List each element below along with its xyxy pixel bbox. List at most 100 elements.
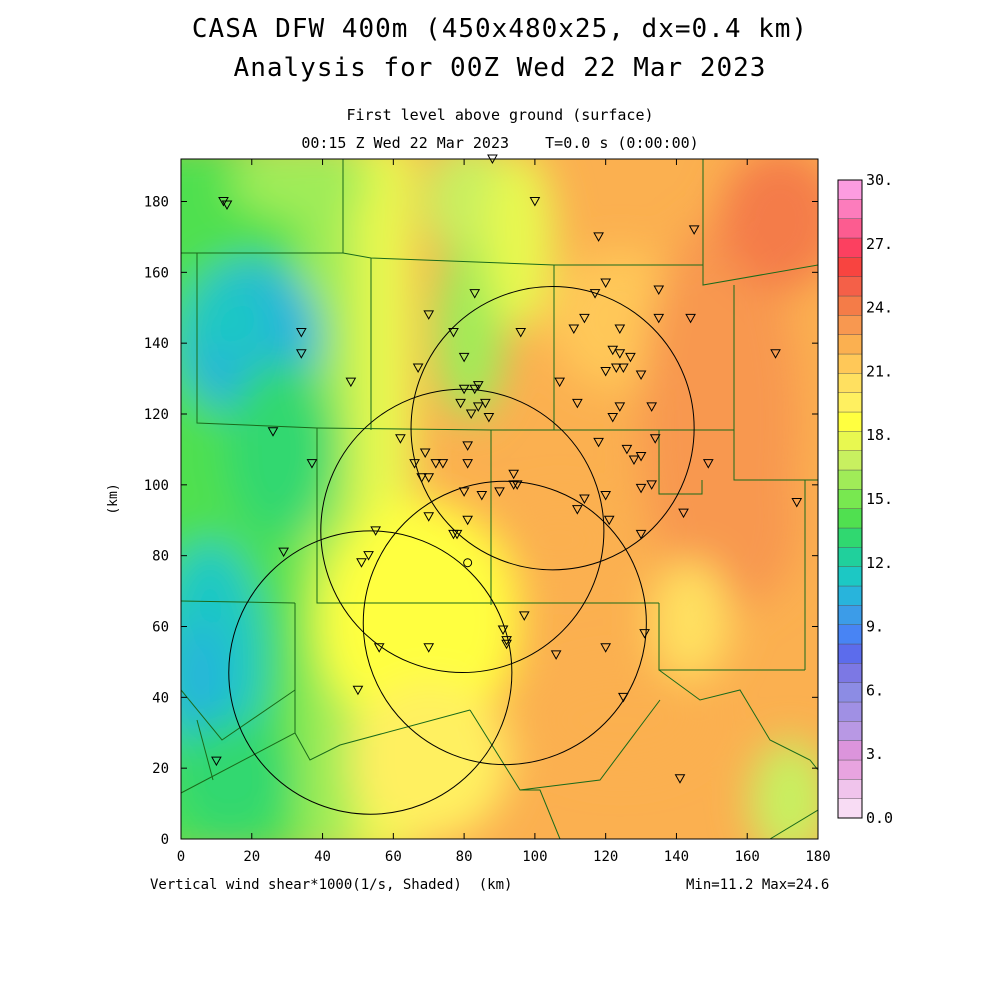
- station-marker: [423, 512, 435, 522]
- station-marker: [476, 490, 488, 501]
- station-marker: [295, 328, 307, 338]
- station-marker: [221, 200, 233, 211]
- station-marker: [688, 225, 700, 235]
- colorbar-label: 18.: [866, 426, 893, 444]
- station-marker: [770, 349, 781, 359]
- station-marker: [607, 413, 619, 423]
- min-max-label: Min=11.2 Max=24.6: [686, 877, 830, 893]
- station-marker: [278, 547, 289, 558]
- y-tick-label: 0: [161, 832, 169, 848]
- x-tick-label: 40: [314, 849, 331, 865]
- colorbar-swatch: [837, 295, 863, 316]
- y-tick-label: 100: [144, 478, 169, 494]
- colorbar-label: 9.: [866, 618, 884, 636]
- station-marker: [600, 367, 612, 377]
- colorbar-swatch: [837, 701, 863, 722]
- station-marker: [550, 650, 562, 660]
- colorbar-swatch: [837, 373, 863, 393]
- station-marker: [600, 643, 612, 653]
- colorbar-swatch: [837, 643, 863, 664]
- y-tick-label: 80: [152, 549, 169, 565]
- station-marker: [635, 529, 647, 540]
- station-marker: [306, 459, 318, 469]
- y-tick-label: 160: [144, 265, 169, 281]
- station-marker: [678, 508, 689, 519]
- station-marker: [791, 498, 803, 508]
- y-tick-label: 40: [152, 690, 169, 706]
- station-marker: [653, 313, 665, 324]
- chart-subtitle-line1: First level above ground (surface): [346, 106, 654, 124]
- station-marker: [419, 448, 431, 458]
- colorbar-swatch: [837, 353, 863, 374]
- colorbar-label: 27.: [866, 235, 893, 253]
- colorbar-swatch: [837, 179, 863, 200]
- colorbar-swatch: [837, 276, 863, 297]
- station-marker: [589, 289, 601, 299]
- station-marker: [462, 441, 474, 451]
- colorbar: 0.0 3. 6. 9. 12. 15. 18. 21. 24. 27. 30.: [837, 171, 893, 827]
- station-marker: [614, 324, 626, 335]
- station-marker: [618, 692, 629, 703]
- station-marker: [628, 455, 640, 466]
- station-marker: [423, 473, 435, 483]
- colorbar-label: 24.: [866, 299, 893, 317]
- station-marker: [494, 487, 505, 497]
- colorbar-swatch: [837, 199, 863, 219]
- station-marker: [465, 409, 477, 420]
- station-marker: [295, 349, 307, 359]
- colorbar-swatch: [837, 721, 863, 741]
- chart-title-line1: CASA DFW 400m (450x480x25, dx=0.4 km): [191, 14, 809, 44]
- radar-range-circle: [362, 480, 647, 766]
- station-marker: [702, 459, 714, 469]
- heatmap-field: [181, 159, 818, 839]
- station-marker: [572, 505, 583, 515]
- station-marker: [423, 310, 435, 320]
- colorbar-swatch: [837, 759, 863, 780]
- station-markers: [211, 154, 803, 784]
- station-marker: [363, 551, 374, 561]
- colorbar-swatch: [837, 489, 863, 509]
- radar-range-circle: [410, 286, 695, 571]
- station-marker: [515, 328, 527, 338]
- radar-range-circle: [228, 530, 513, 815]
- y-tick-label: 60: [152, 620, 169, 636]
- station-marker: [579, 313, 590, 324]
- station-marker: [458, 352, 470, 363]
- station-marker: [646, 480, 658, 490]
- colorbar-swatch: [837, 237, 863, 258]
- colorbar-swatch: [837, 527, 863, 548]
- station-marker: [448, 529, 459, 540]
- station-marker: [511, 480, 523, 490]
- colorbar-swatch: [837, 257, 863, 277]
- station-marker: [653, 285, 665, 296]
- colorbar-swatch: [837, 624, 863, 645]
- colorbar-swatch: [837, 798, 863, 819]
- station-marker: [607, 345, 619, 356]
- x-tick-label: 140: [664, 849, 689, 865]
- colorbar-swatch: [837, 450, 863, 471]
- y-tick-label: 20: [152, 761, 169, 777]
- x-tick-label: 20: [243, 849, 260, 865]
- colorbar-label: 0.0: [866, 809, 893, 827]
- y-tick-label: 120: [144, 407, 169, 423]
- x-tick-label: 80: [456, 849, 473, 865]
- colorbar-label: 6.: [866, 681, 884, 699]
- y-axis-label: (km): [106, 483, 121, 514]
- station-marker: [674, 774, 686, 784]
- station-marker: [437, 459, 449, 469]
- station-marker: [610, 363, 622, 373]
- station-marker: [554, 377, 566, 388]
- colorbar-swatch: [837, 779, 863, 799]
- station-marker: [462, 459, 474, 469]
- station-marker: [635, 483, 647, 494]
- colorbar-swatch: [837, 392, 863, 413]
- station-marker: [412, 363, 424, 373]
- colorbar-swatch: [837, 431, 863, 451]
- colorbar-swatch: [837, 585, 863, 606]
- station-marker: [472, 402, 484, 412]
- station-marker: [649, 434, 661, 444]
- station-marker: [483, 413, 495, 423]
- colorbar-label: 3.: [866, 745, 884, 763]
- colorbar-swatch: [837, 682, 863, 703]
